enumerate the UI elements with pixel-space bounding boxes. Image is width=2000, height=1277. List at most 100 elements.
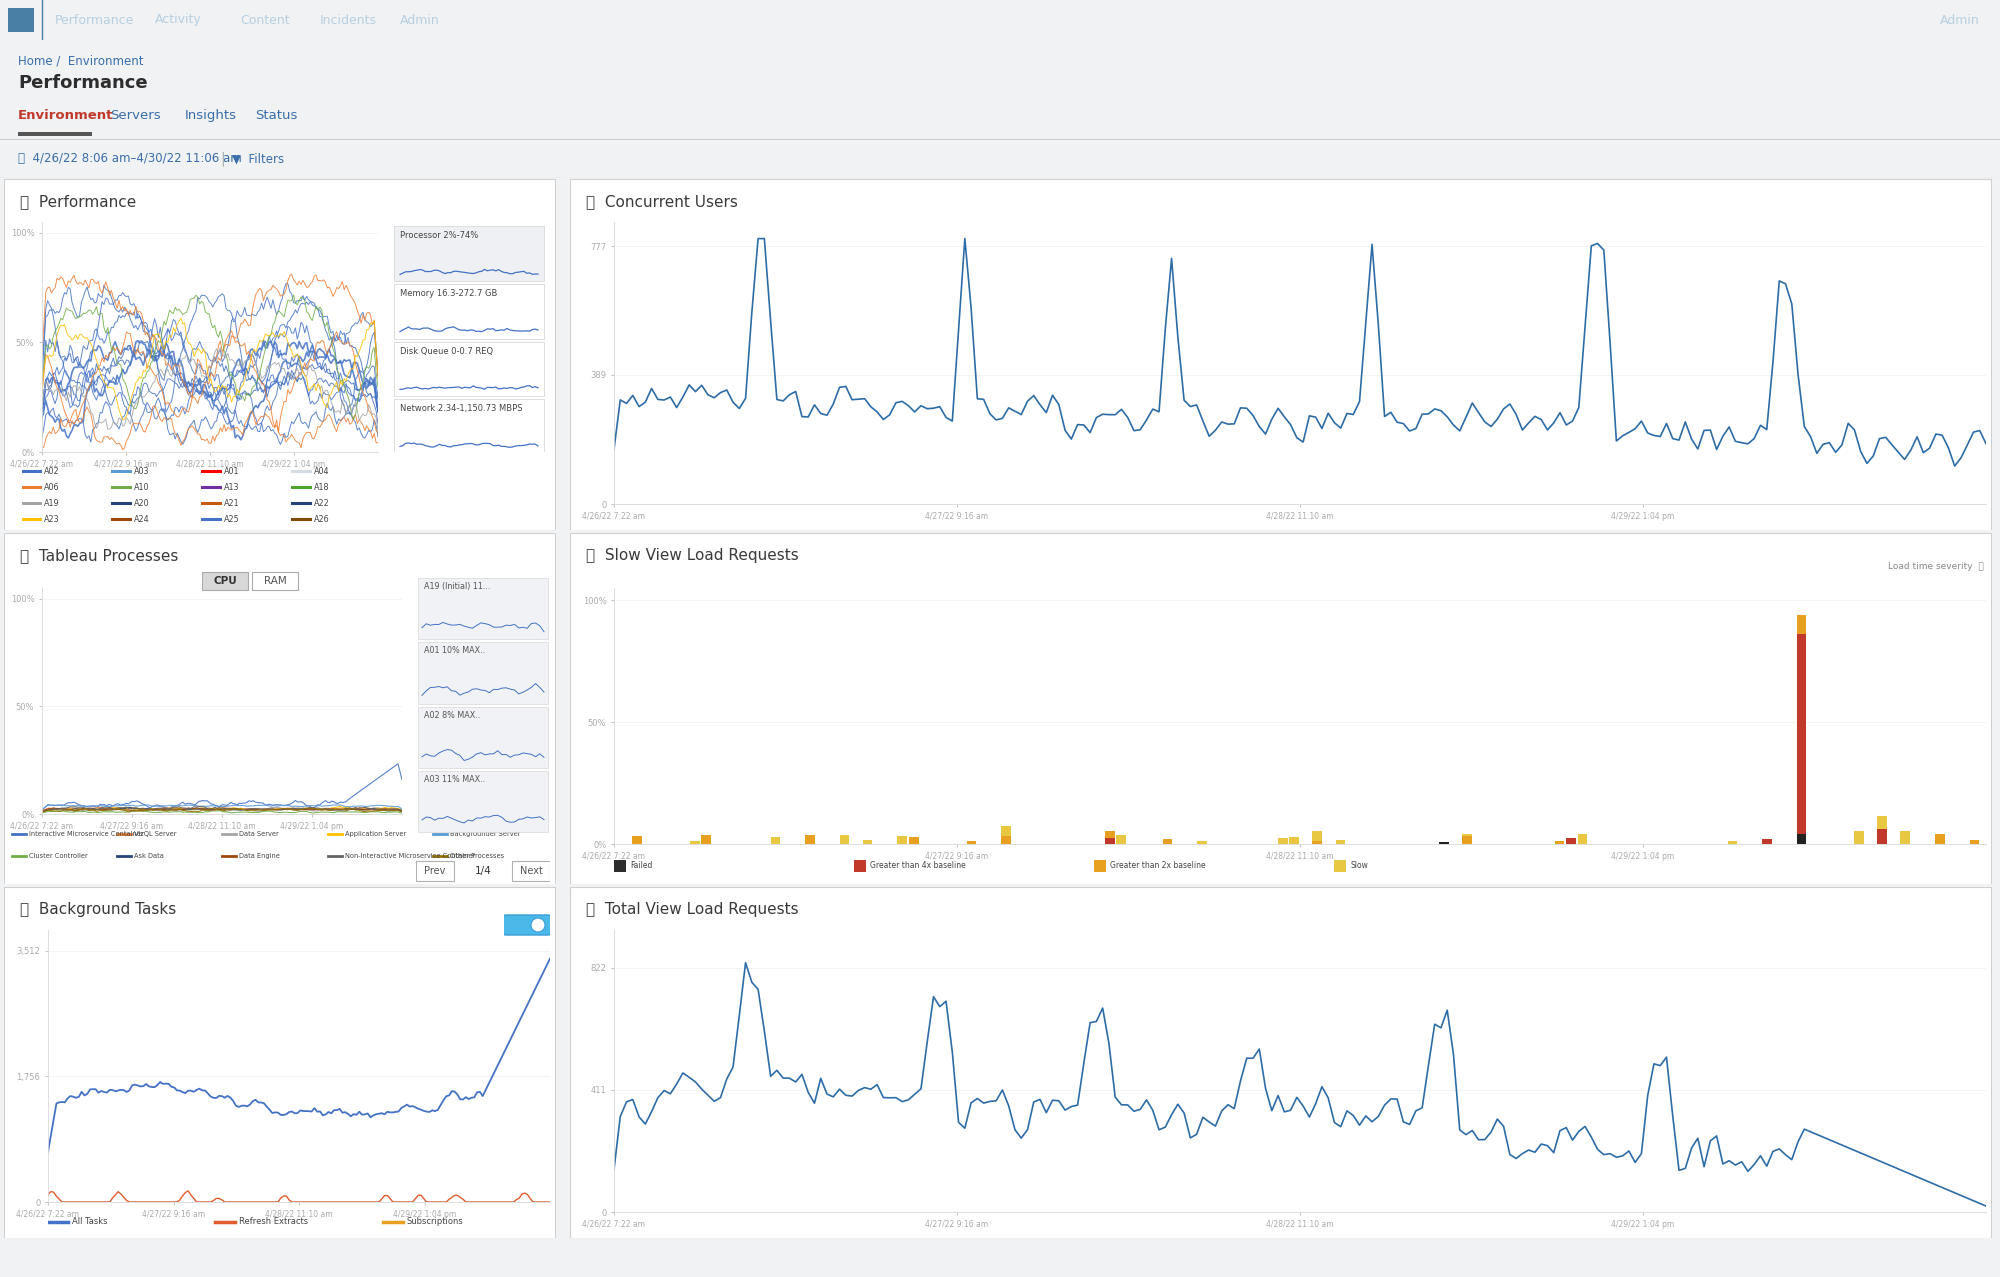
Bar (1462, 836, 1472, 844)
Text: Insights: Insights (184, 109, 238, 123)
Bar (966, 842, 976, 844)
Text: ⦿  Total View Load Requests: ⦿ Total View Load Requests (586, 902, 798, 917)
Bar (854, 859, 866, 872)
Bar (394, 341, 544, 396)
Text: A26: A26 (314, 515, 330, 524)
Text: 1/4: 1/4 (474, 866, 492, 876)
Bar (1796, 834, 1806, 844)
Text: Content: Content (240, 14, 290, 27)
Bar (8, 8, 34, 32)
Text: Memory 16.3-272.7 GB: Memory 16.3-272.7 GB (400, 289, 498, 298)
Text: Failed: Failed (630, 862, 652, 871)
Bar (1290, 838, 1300, 844)
Bar (1002, 826, 1010, 836)
Text: ⧖  4/26/22 8:06 am–4/30/22 11:06 am: ⧖ 4/26/22 8:06 am–4/30/22 11:06 am (18, 152, 242, 166)
Bar (394, 400, 544, 455)
Bar (418, 578, 548, 640)
Bar (394, 283, 544, 338)
Bar (1094, 859, 1106, 872)
Text: ⦿  Tableau Processes: ⦿ Tableau Processes (20, 548, 178, 563)
Text: Data Server: Data Server (240, 831, 280, 836)
Text: RAM: RAM (264, 576, 286, 586)
Text: A19: A19 (44, 498, 60, 507)
Bar (1116, 835, 1126, 844)
Text: A13: A13 (224, 483, 240, 492)
Bar (1970, 840, 1980, 844)
Text: Greater than 4x baseline: Greater than 4x baseline (870, 862, 966, 871)
Bar (690, 840, 700, 844)
Text: A04: A04 (314, 466, 330, 475)
Bar (1578, 834, 1588, 844)
Text: Greater than 2x baseline: Greater than 2x baseline (1110, 862, 1206, 871)
Text: Data Engine: Data Engine (240, 853, 280, 859)
Text: A22: A22 (314, 498, 330, 507)
Bar (898, 836, 908, 844)
Bar (1796, 614, 1806, 635)
Bar (1462, 834, 1472, 836)
Bar (862, 840, 872, 844)
Text: CPU: CPU (214, 576, 236, 586)
Bar (1878, 829, 1888, 844)
Bar (18, 132, 92, 135)
Text: ⦿  Slow View Load Requests: ⦿ Slow View Load Requests (586, 548, 798, 563)
Bar (840, 835, 850, 844)
Text: ⦿  Concurrent Users: ⦿ Concurrent Users (586, 194, 738, 209)
Text: Performance: Performance (18, 74, 148, 92)
Text: Incidents: Incidents (320, 14, 376, 27)
Text: A23: A23 (44, 515, 60, 524)
Text: Servers: Servers (110, 109, 160, 123)
Text: A19 (Initial) 11...: A19 (Initial) 11... (424, 582, 490, 591)
Text: Activity: Activity (156, 14, 202, 27)
FancyBboxPatch shape (504, 916, 552, 935)
Bar (418, 642, 548, 704)
Text: Backgrounder Server: Backgrounder Server (450, 831, 520, 836)
Text: A21: A21 (224, 498, 240, 507)
Text: |: | (220, 152, 224, 166)
Text: All Tasks: All Tasks (72, 1217, 108, 1226)
Bar (1104, 838, 1114, 844)
Bar (1878, 816, 1888, 829)
Bar (1728, 842, 1738, 844)
Bar (1334, 859, 1346, 872)
Text: Next: Next (520, 866, 542, 876)
Bar (418, 771, 548, 833)
Text: A01: A01 (224, 466, 240, 475)
Text: A02 8% MAX..: A02 8% MAX.. (424, 711, 480, 720)
Text: A01 10% MAX..: A01 10% MAX.. (424, 646, 486, 655)
Bar (416, 861, 454, 881)
Text: Disk Queue 0-0.7 REQ: Disk Queue 0-0.7 REQ (400, 346, 494, 355)
Bar (1854, 831, 1864, 844)
Bar (1312, 840, 1322, 844)
Text: A10: A10 (134, 483, 150, 492)
Bar (1278, 838, 1288, 844)
Text: Refresh Extracts: Refresh Extracts (240, 1217, 308, 1226)
Bar (632, 836, 642, 844)
Text: Admin: Admin (400, 14, 440, 27)
Bar (614, 859, 626, 872)
Text: A02: A02 (44, 466, 60, 475)
Text: A20: A20 (134, 498, 150, 507)
Bar (1002, 836, 1010, 844)
Text: Load time severity  ⓘ: Load time severity ⓘ (1888, 562, 1984, 571)
Text: A03: A03 (134, 466, 150, 475)
Text: A24: A24 (134, 515, 150, 524)
Text: Admin: Admin (1940, 14, 1980, 27)
Text: Application Server: Application Server (344, 831, 406, 836)
Bar (252, 572, 298, 590)
Bar (1900, 831, 1910, 844)
Text: ⦿  Background Tasks: ⦿ Background Tasks (20, 902, 176, 917)
Text: Network 2.34-1,150.73 MBPS: Network 2.34-1,150.73 MBPS (400, 405, 522, 414)
Text: A25: A25 (224, 515, 240, 524)
Bar (702, 835, 712, 844)
Text: A03 11% MAX..: A03 11% MAX.. (424, 775, 486, 784)
Bar (1198, 842, 1206, 844)
Text: VizQL Server: VizQL Server (134, 831, 176, 836)
Bar (908, 836, 918, 844)
Text: Prev: Prev (424, 866, 446, 876)
Bar (1762, 839, 1772, 844)
Text: Slow: Slow (1350, 862, 1368, 871)
Text: A06: A06 (44, 483, 60, 492)
Bar (512, 861, 550, 881)
Text: ⦿  Performance: ⦿ Performance (20, 194, 136, 209)
Text: Interactive Microservice Container: Interactive Microservice Container (28, 831, 144, 836)
